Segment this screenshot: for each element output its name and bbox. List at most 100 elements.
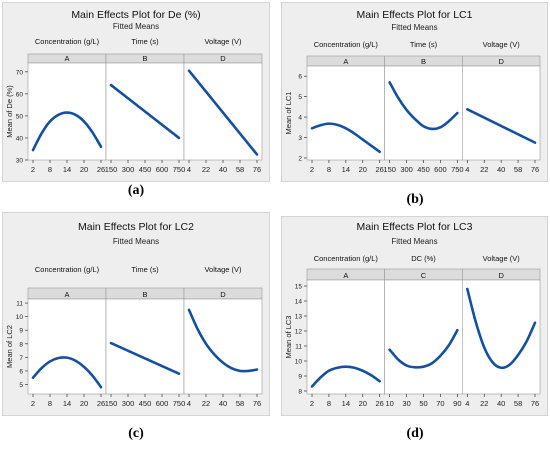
y-tick-label: 9 [19, 328, 23, 335]
x-tick-label: 10 [385, 399, 393, 408]
x-tick-label: 300 [122, 165, 135, 174]
x-tick-label: 20 [359, 399, 367, 408]
y-tick-label: 15 [295, 284, 303, 291]
x-tick-label: 22 [202, 399, 210, 408]
x-tick-label: 76 [531, 165, 539, 174]
x-tick-label: 50 [419, 399, 427, 408]
chart-c: Main Effects Plot for LC2 Fitted Means Mea… [1, 211, 271, 417]
factor-letter: B [421, 57, 426, 66]
factor-letter: B [142, 290, 147, 299]
chart-b: Main Effects Plot for LC1 Fitted Means Mea… [280, 1, 549, 183]
chart-subtitle: Fitted Means [391, 23, 437, 32]
x-tick-label: 4 [465, 399, 469, 408]
y-tick-label: 70 [16, 69, 24, 76]
panel-d: Main Effects Plot for LC3 Fitted Means Mea… [280, 215, 549, 417]
factor-letter: B [142, 54, 147, 63]
factor-letter: A [64, 290, 69, 299]
factor-letter: A [343, 271, 348, 280]
fitted-mean-line [187, 69, 259, 156]
y-tick-label: 2 [298, 155, 302, 162]
fitted-mean-line [310, 122, 381, 154]
factor-name: Concentration (g/L) [314, 254, 379, 263]
y-axis-label: Mean of De (%) [5, 85, 14, 138]
factor-name: Concentration (g/L) [35, 265, 100, 274]
x-tick-label: 8 [327, 165, 331, 174]
panel-b: Main Effects Plot for LC1 Fitted Means Mea… [280, 1, 549, 183]
x-tick-label: 8 [48, 165, 52, 174]
factor-name: Time (s) [410, 40, 438, 49]
chart-subtitle: Fitted Means [113, 237, 159, 246]
x-tick-label: 90 [453, 399, 461, 408]
factor-letter: C [421, 271, 427, 280]
fitted-mean-line [388, 328, 459, 369]
x-tick-label: 450 [139, 165, 152, 174]
chart-title: Main Effects Plot for LC2 [78, 221, 194, 233]
y-axis-label: Mean of LC2 [5, 325, 14, 368]
x-tick-label: 4 [187, 165, 191, 174]
x-tick-label: 4 [187, 399, 191, 408]
y-axis-label: Mean of LC1 [284, 92, 293, 135]
chart-d: Main Effects Plot for LC3 Fitted Means Mea… [280, 215, 549, 417]
chart-subtitle: Fitted Means [113, 22, 159, 31]
y-tick-label: 7 [19, 355, 23, 362]
factor-letter: D [498, 271, 504, 280]
x-tick-label: 40 [219, 399, 227, 408]
panel-label-a: (a) [127, 183, 145, 198]
x-tick-label: 300 [400, 165, 413, 174]
factor-name: Voltage (V) [483, 40, 521, 49]
fitted-mean-line [109, 341, 181, 375]
panel-label-d: (d) [406, 426, 424, 441]
y-tick-label: 11 [295, 344, 302, 351]
x-tick-label: 20 [80, 399, 88, 408]
y-tick-label: 50 [16, 113, 24, 120]
factor-name: Voltage (V) [204, 265, 242, 274]
fitted-mean-line [466, 108, 537, 144]
x-tick-label: 2 [31, 165, 35, 174]
y-tick-label: 8 [19, 341, 23, 348]
factor-name: Voltage (V) [204, 37, 242, 46]
x-tick-label: 14 [342, 165, 350, 174]
x-tick-label: 8 [327, 399, 331, 408]
x-tick-label: 58 [236, 399, 244, 408]
factor-letter: D [220, 290, 226, 299]
x-tick-label: 58 [514, 165, 522, 174]
x-tick-label: 30 [402, 399, 410, 408]
fitted-mean-line [310, 365, 381, 388]
panel-label-c: (c) [128, 426, 144, 441]
panel-c: Main Effects Plot for LC2 Fitted Means Mea… [1, 211, 271, 417]
x-tick-label: 750 [451, 165, 464, 174]
plot-area [384, 65, 463, 161]
chart-title: Main Effects Plot for De (%) [71, 9, 200, 21]
x-tick-label: 58 [236, 165, 244, 174]
panel-label-b: (b) [406, 192, 424, 207]
fitted-mean-line [31, 356, 103, 389]
y-tick-label: 11 [16, 301, 23, 308]
chart-subtitle: Fitted Means [391, 237, 437, 246]
factor-name: DC (%) [411, 254, 436, 263]
x-tick-label: 150 [383, 165, 396, 174]
y-tick-label: 5 [298, 94, 302, 101]
x-tick-label: 750 [173, 399, 186, 408]
y-tick-label: 13 [295, 314, 303, 321]
factor-name: Concentration (g/L) [314, 40, 379, 49]
x-tick-label: 40 [497, 399, 505, 408]
x-tick-label: 58 [514, 399, 522, 408]
x-tick-label: 20 [359, 165, 367, 174]
plot-area [183, 298, 263, 395]
plot-area [462, 279, 541, 395]
x-tick-label: 14 [342, 399, 350, 408]
x-tick-label: 26 [375, 165, 383, 174]
y-tick-label: 30 [16, 158, 24, 165]
x-tick-label: 2 [310, 165, 314, 174]
y-tick-label: 9 [298, 374, 302, 381]
factor-name: Time (s) [131, 265, 159, 274]
factor-name: Time (s) [131, 37, 159, 46]
panel-a: Main Effects Plot for De (%) Fitted Means… [1, 1, 271, 183]
factor-letter: D [498, 57, 504, 66]
fitted-mean-line [187, 308, 259, 373]
y-tick-label: 10 [16, 314, 24, 321]
factor-name: Voltage (V) [483, 254, 521, 263]
fitted-mean-line [466, 287, 537, 370]
x-tick-label: 76 [253, 399, 261, 408]
x-tick-label: 26 [97, 399, 105, 408]
